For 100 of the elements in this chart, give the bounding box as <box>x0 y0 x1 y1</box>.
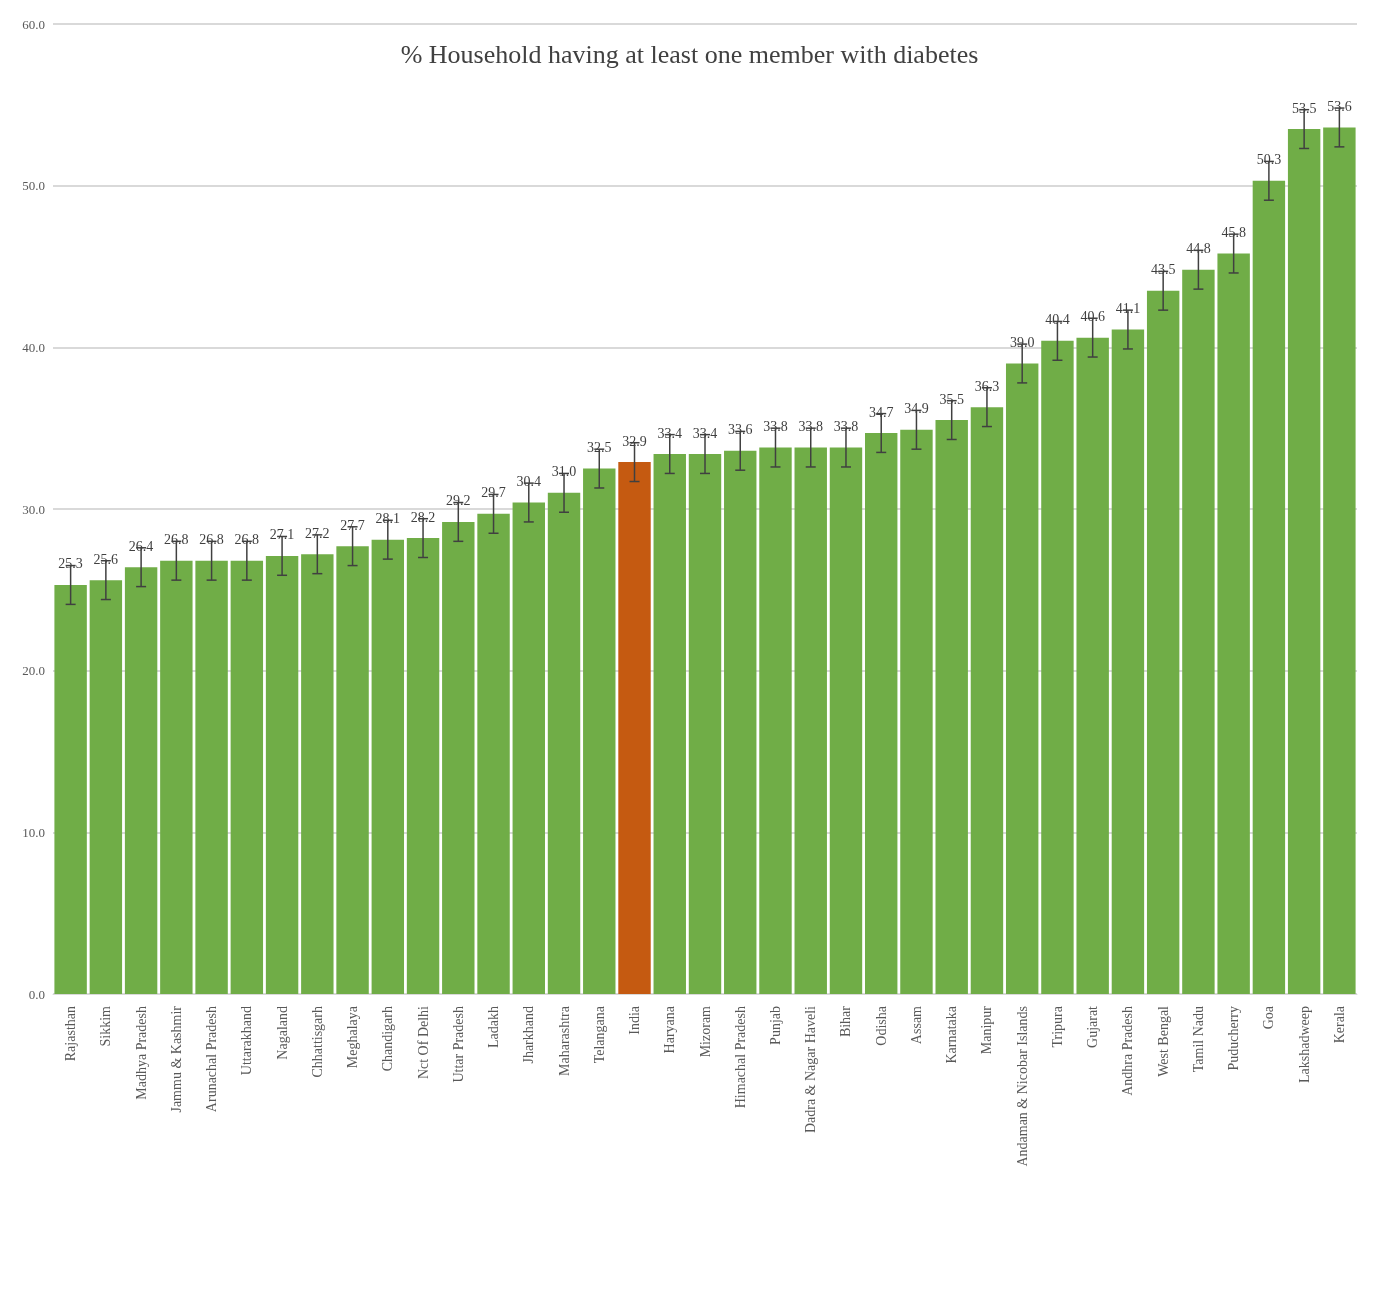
bar <box>583 468 616 994</box>
bar <box>54 584 87 994</box>
bar <box>1111 329 1145 994</box>
bar <box>371 539 405 994</box>
y-tick-label: 60.0 <box>22 16 45 32</box>
x-tick-label: Mizoram <box>697 1005 713 1058</box>
data-label: 36.3 <box>974 378 1000 394</box>
y-tick-label: 30.0 <box>22 501 45 517</box>
bar <box>865 433 898 994</box>
data-label: 33.4 <box>657 425 683 441</box>
x-tick-label: Bihar <box>838 1005 854 1038</box>
data-label: 26.8 <box>234 532 260 548</box>
x-tick-label: India <box>627 1005 643 1035</box>
bar <box>512 502 545 994</box>
data-label: 39.0 <box>1009 335 1035 350</box>
text: % Household having at least one member with diabetes <box>400 39 979 69</box>
bar <box>1076 337 1109 994</box>
bar <box>794 447 827 994</box>
data-label: 32.5 <box>587 440 612 456</box>
bar <box>618 462 651 994</box>
bar <box>1041 340 1074 994</box>
bar <box>1182 269 1215 994</box>
y-tick-label: 0.0 <box>28 986 45 1002</box>
data-label: 25.6 <box>93 551 119 567</box>
x-tick-label: West Bengal <box>1155 1005 1171 1077</box>
x-tick-label: Telangana <box>591 1005 607 1064</box>
x-tick-label: Tripura <box>1049 1005 1065 1048</box>
bar <box>124 567 158 994</box>
bar <box>336 546 369 994</box>
x-tick-label: Haryana <box>662 1005 678 1054</box>
x-tick-label: Rajasthan <box>63 1006 79 1062</box>
bar <box>230 560 264 994</box>
data-label: 50.3 <box>1256 152 1282 168</box>
x-tick-label: Uttar Pradesh <box>450 1006 466 1083</box>
x-tick-label: Lakshadweep <box>1296 1006 1312 1083</box>
x-tick-label: Karnataka <box>944 1005 960 1064</box>
bar <box>1323 127 1356 994</box>
x-tick-label: Kerala <box>1331 1005 1347 1044</box>
data-label: 29.2 <box>446 493 471 509</box>
bar <box>442 521 475 994</box>
bar <box>1287 129 1321 994</box>
x-tick-label: Madhya Pradesh <box>133 1006 149 1100</box>
x-tick-label: Gujarat <box>1085 1005 1101 1048</box>
y-tick-label: 10.0 <box>22 824 45 840</box>
data-label: 40.4 <box>1045 312 1070 328</box>
bar <box>160 560 193 994</box>
data-label: 34.7 <box>868 404 894 420</box>
bar <box>653 454 686 994</box>
x-tick-label: Uttarakhand <box>239 1006 255 1076</box>
bar <box>1252 180 1286 994</box>
data-label: 26.4 <box>128 538 154 554</box>
x-tick-label: Dadra & Nagar Haveli <box>803 1005 819 1134</box>
data-label: 27.1 <box>269 527 295 543</box>
bar <box>1146 290 1180 994</box>
data-label: 26.8 <box>164 532 189 548</box>
x-tick-label: Chandigarh <box>380 1006 396 1072</box>
data-label: 33.4 <box>692 425 718 441</box>
bar <box>89 580 123 994</box>
bar <box>265 555 299 994</box>
data-label: 28.2 <box>410 509 436 525</box>
x-tick-label: Himachal Pradesh <box>732 1006 748 1109</box>
data-label: 32.9 <box>622 433 647 449</box>
x-tick-label: Jharkhand <box>521 1006 537 1064</box>
x-tick-label: Nct Of Delhi <box>415 1005 431 1080</box>
x-tick-label: Meghalaya <box>345 1005 361 1069</box>
y-tick-label: 50.0 <box>22 178 45 194</box>
x-tick-label: Ladakh <box>486 1006 502 1048</box>
data-label: 28.1 <box>375 511 401 527</box>
data-label: 27.7 <box>340 517 365 533</box>
bar <box>759 447 792 994</box>
data-label: 33.8 <box>798 419 823 435</box>
x-tick-label: Andaman & Nicobar Islands <box>1014 1006 1030 1167</box>
bar <box>935 420 968 994</box>
data-label: 43.5 <box>1150 262 1176 278</box>
x-tick-label: Assam <box>908 1005 924 1045</box>
x-tick-label: Arunachal Pradesh <box>204 1006 220 1113</box>
data-label: 33.6 <box>727 422 753 438</box>
bar <box>970 407 1004 994</box>
x-tick-label: Andhra Pradesh <box>1120 1006 1136 1096</box>
x-tick-label: Sikkim <box>98 1005 114 1047</box>
y-tick-label: 40.0 <box>22 339 45 355</box>
data-label: 29.7 <box>481 485 506 501</box>
bar <box>900 429 933 994</box>
data-label: 33.8 <box>763 419 788 435</box>
bar <box>477 513 510 994</box>
bar <box>724 450 757 994</box>
data-label: 41.1 <box>1115 301 1141 317</box>
y-tick-label: 20.0 <box>22 663 45 679</box>
data-label: 31.0 <box>551 464 577 480</box>
x-tick-label: Odisha <box>873 1005 889 1046</box>
x-tick-label: Punjab <box>767 1006 783 1045</box>
bar <box>1217 253 1250 994</box>
data-label: 53.6 <box>1327 98 1352 114</box>
data-label: 30.4 <box>516 474 542 490</box>
x-tick-label: Chhattisgarh <box>309 1006 325 1078</box>
bar <box>547 492 581 994</box>
data-label: 27.2 <box>305 525 330 541</box>
bar <box>301 554 334 994</box>
data-label: 25.3 <box>58 556 83 572</box>
x-tick-label: Manipur <box>979 1005 995 1055</box>
